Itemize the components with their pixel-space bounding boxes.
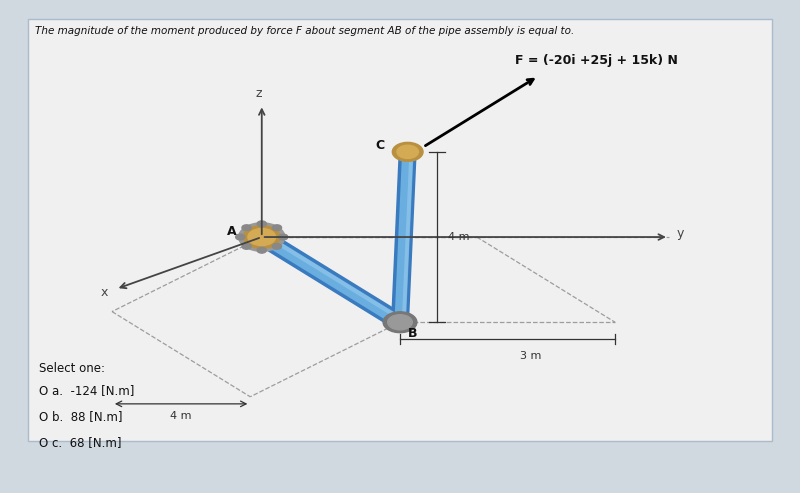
Text: 4 m: 4 m xyxy=(170,411,192,421)
Text: y: y xyxy=(677,227,684,240)
Text: 3 m: 3 m xyxy=(520,351,542,360)
Circle shape xyxy=(272,244,282,249)
Circle shape xyxy=(278,234,288,240)
Circle shape xyxy=(397,145,418,158)
Text: Select one:: Select one: xyxy=(39,362,105,376)
Circle shape xyxy=(392,142,423,161)
Text: z: z xyxy=(256,87,262,101)
Text: A: A xyxy=(227,225,237,238)
Text: The magnitude of the moment produced by force F about segment AB of the pipe ass: The magnitude of the moment produced by … xyxy=(35,27,574,36)
Circle shape xyxy=(242,244,251,249)
Circle shape xyxy=(242,225,251,231)
Text: C: C xyxy=(375,140,385,152)
Text: 4 m: 4 m xyxy=(448,232,470,242)
Circle shape xyxy=(236,234,245,240)
Text: O b.  88 [N.m]: O b. 88 [N.m] xyxy=(39,410,122,423)
FancyBboxPatch shape xyxy=(27,19,773,441)
Circle shape xyxy=(388,315,412,330)
Text: F = (-20i +25j + 15k) N: F = (-20i +25j + 15k) N xyxy=(515,54,678,67)
Text: B: B xyxy=(408,327,417,340)
Circle shape xyxy=(257,221,266,227)
Circle shape xyxy=(383,312,417,333)
Text: O c.  68 [N.m]: O c. 68 [N.m] xyxy=(39,436,122,449)
Circle shape xyxy=(243,226,280,248)
Text: x: x xyxy=(101,286,108,299)
Circle shape xyxy=(272,225,282,231)
Circle shape xyxy=(257,247,266,253)
Circle shape xyxy=(238,223,285,251)
Circle shape xyxy=(248,229,275,246)
Text: O a.  -124 [N.m]: O a. -124 [N.m] xyxy=(39,384,134,397)
